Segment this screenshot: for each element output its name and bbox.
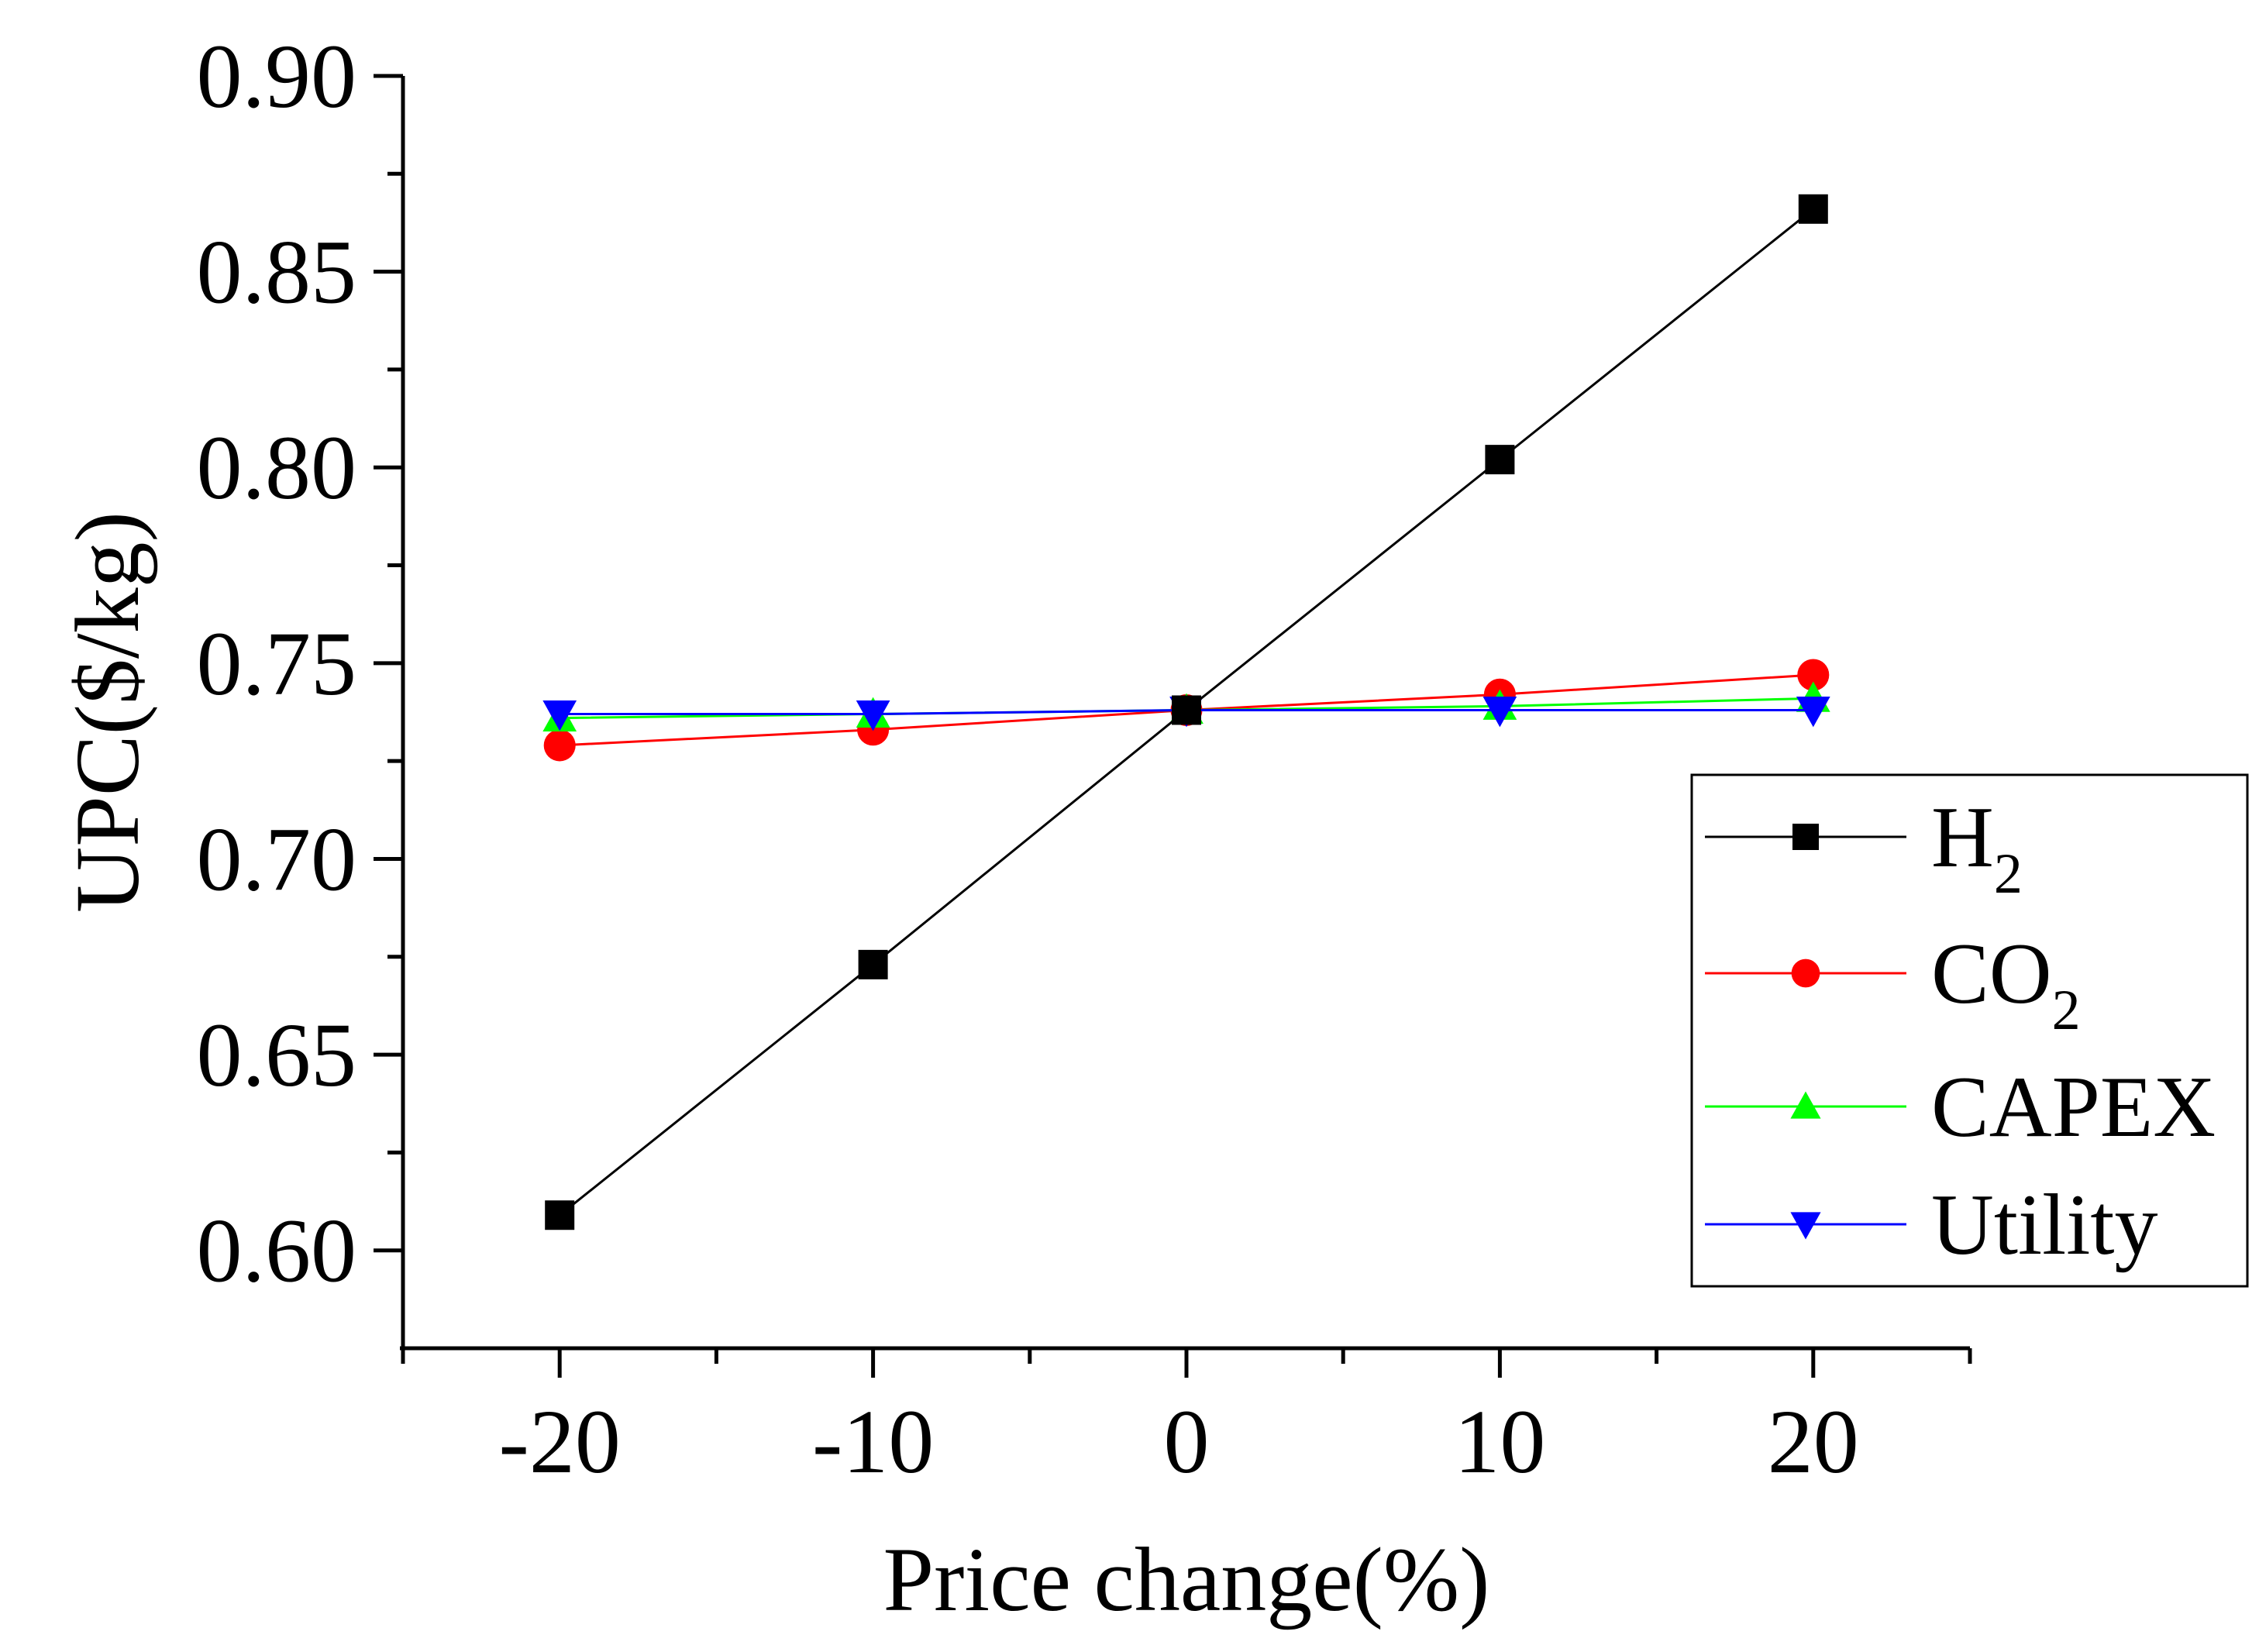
- y-tick-label: 0.80: [197, 417, 357, 518]
- data-point-utility: [856, 700, 890, 731]
- legend-marker: [1790, 1091, 1821, 1119]
- x-tick-label: -10: [812, 1391, 934, 1492]
- data-point-co2: [543, 729, 576, 762]
- y-tick-label: 0.85: [197, 222, 357, 323]
- y-axis-title: UPC($/kg): [57, 511, 158, 913]
- legend-marker: [1790, 1212, 1821, 1240]
- series-layer: [542, 194, 1830, 1230]
- data-point-utility: [1796, 696, 1830, 728]
- legend-item-capex: CAPEX: [1705, 1059, 2216, 1155]
- data-point-h2: [1172, 695, 1201, 725]
- y-tick-label: 0.65: [197, 1004, 357, 1106]
- legend-label: H2: [1931, 790, 2023, 906]
- legend-label: CO2: [1931, 926, 2081, 1042]
- data-point-h2: [1485, 445, 1515, 475]
- x-tick-label: 0: [1164, 1391, 1210, 1492]
- y-tick-label: 0.60: [197, 1200, 357, 1302]
- data-point-utility: [542, 700, 577, 731]
- data-point-h2: [858, 949, 888, 979]
- legend-label: CAPEX: [1931, 1059, 2216, 1155]
- y-tick-label: 0.90: [197, 26, 357, 127]
- legend-label: Utility: [1931, 1177, 2157, 1273]
- legend-box: [1690, 773, 2249, 1288]
- axes: 0.60 0.65 0.70 0.75 0.80 0.85 0.90 -20 -10 0 10 20: [197, 26, 1972, 1492]
- data-point-h2: [1798, 194, 1828, 224]
- x-tick-label: 10: [1454, 1391, 1545, 1492]
- data-point-co2: [1797, 659, 1830, 691]
- series-h2: [545, 194, 1828, 1230]
- data-point-h2: [545, 1200, 575, 1230]
- data-point-utility: [1482, 696, 1517, 728]
- y-tick-label: 0.75: [197, 613, 357, 714]
- legend-item-co2: CO2: [1705, 926, 2081, 1042]
- legend-item-utility: Utility: [1705, 1177, 2157, 1273]
- x-tick-label: -20: [499, 1391, 621, 1492]
- y-tick-label: 0.70: [197, 808, 357, 910]
- x-tick-label: 20: [1768, 1391, 1859, 1492]
- x-axis-title: Price change(%): [883, 1529, 1490, 1630]
- legend: H2 CO2 CAPEX Utility: [1690, 773, 2249, 1288]
- legend-marker: [1791, 959, 1820, 988]
- legend-item-h2: H2: [1705, 790, 2023, 906]
- legend-marker: [1792, 824, 1819, 850]
